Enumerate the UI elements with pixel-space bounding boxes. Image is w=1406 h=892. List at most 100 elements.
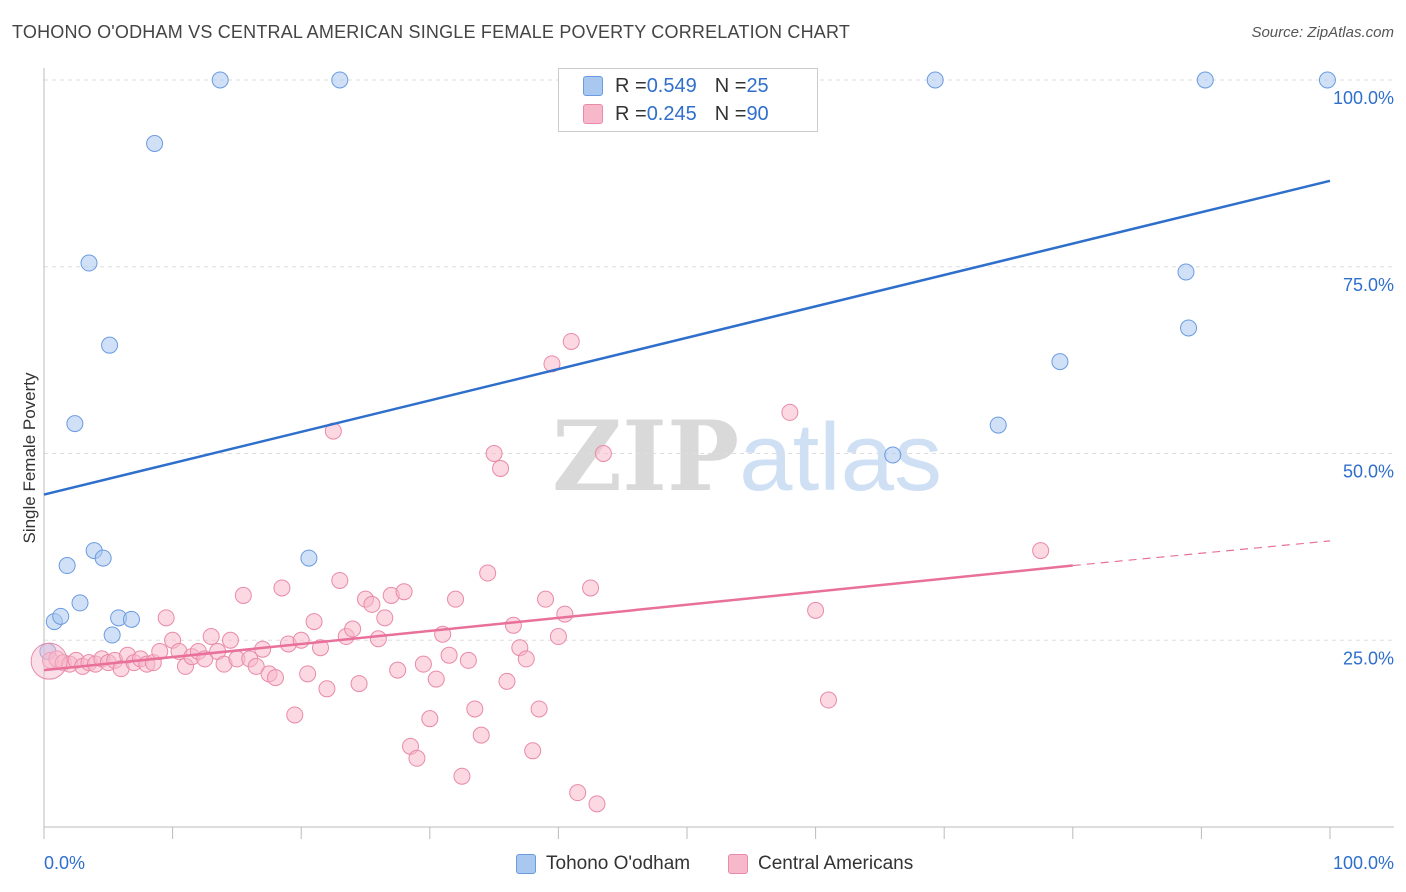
central-point xyxy=(472,726,490,744)
tohono-point xyxy=(103,626,121,644)
tohono-point xyxy=(146,134,164,152)
central-point xyxy=(331,571,349,589)
legend-item-central: Central Americans xyxy=(728,852,913,876)
tohono-point xyxy=(94,549,112,567)
central-point xyxy=(30,642,68,680)
n-label: N = xyxy=(714,74,747,97)
central-point xyxy=(427,670,445,688)
central-point xyxy=(819,691,837,709)
central-point xyxy=(292,631,310,649)
central-point xyxy=(369,630,387,648)
tohono-point xyxy=(71,594,89,612)
stats-legend: R = 0.549 N = 25 R = 0.245 N = 90 xyxy=(558,68,818,132)
tohono-point xyxy=(1051,353,1069,371)
tohono-point xyxy=(331,71,349,89)
chart-title: TOHONO O'ODHAM VS CENTRAL AMERICAN SINGL… xyxy=(12,22,851,42)
tohono-point xyxy=(211,71,229,89)
central-point xyxy=(504,616,522,634)
central-point xyxy=(440,646,458,664)
tohono-point xyxy=(66,415,84,433)
central-point xyxy=(414,655,432,673)
central-point xyxy=(389,661,407,679)
y-tick-label: 100.0% xyxy=(1333,88,1394,108)
tohono-point xyxy=(1196,71,1214,89)
legend-tohono-label: Tohono O'odham xyxy=(546,853,691,874)
stats-legend-row-central: R = 0.245 N = 90 xyxy=(583,101,769,127)
tohono-point xyxy=(1177,263,1195,281)
central-point xyxy=(569,784,587,802)
n-value: 25 xyxy=(746,74,769,97)
tohono-point xyxy=(101,336,119,354)
legend-tohono-swatch xyxy=(516,854,536,874)
central-point xyxy=(524,742,542,760)
central-point xyxy=(234,586,252,604)
central-point xyxy=(459,651,477,669)
tohono-point xyxy=(52,607,70,625)
tohono-point xyxy=(884,446,902,464)
tohono-point xyxy=(926,71,944,89)
central-point xyxy=(479,564,497,582)
central-point xyxy=(447,590,465,608)
central-point xyxy=(376,609,394,627)
central-point xyxy=(562,332,580,350)
central-point xyxy=(498,672,516,690)
tohono-point xyxy=(122,610,140,628)
legend-central-label: Central Americans xyxy=(758,853,914,874)
y-tick-label: 25.0% xyxy=(1343,648,1394,668)
central-point xyxy=(363,595,381,613)
r-label: R = xyxy=(615,102,647,125)
legend-central-swatch xyxy=(728,854,748,874)
central-trend-extension xyxy=(1072,540,1331,567)
tohono-point xyxy=(80,254,98,272)
central-point xyxy=(549,628,567,646)
tohono-point xyxy=(1180,319,1198,337)
legend-item-tohono: Tohono O'odham xyxy=(516,852,690,876)
central-point xyxy=(344,620,362,638)
r-value: 0.245 xyxy=(646,102,697,125)
central-point xyxy=(453,767,471,785)
central-point xyxy=(594,445,612,462)
central-point xyxy=(517,650,535,668)
tohono-trend-line xyxy=(43,179,1331,496)
central-point xyxy=(266,669,284,687)
tohono-point xyxy=(989,416,1007,434)
central-point xyxy=(530,700,548,718)
central-point xyxy=(807,601,825,619)
r-value: 0.549 xyxy=(646,74,697,97)
central-point xyxy=(299,665,317,683)
central-point xyxy=(1032,542,1050,560)
central-point xyxy=(588,795,606,813)
y-tick-label: 50.0% xyxy=(1343,462,1394,482)
central-point xyxy=(318,680,336,698)
central-point xyxy=(537,590,555,608)
y-tick-label: 75.0% xyxy=(1343,275,1394,295)
central-swatch xyxy=(583,104,603,124)
x-tick-label: 100.0% xyxy=(1333,853,1394,873)
tohono-point xyxy=(58,557,76,575)
central-point xyxy=(286,706,304,724)
central-point xyxy=(582,579,600,597)
x-tick-label: 0.0% xyxy=(44,853,85,873)
central-point xyxy=(395,583,413,601)
central-point xyxy=(247,657,265,675)
central-point xyxy=(157,609,175,627)
stats-legend-row-tohono: R = 0.549 N = 25 xyxy=(583,73,769,99)
central-point xyxy=(311,639,329,657)
central-point xyxy=(305,613,323,631)
n-label: N = xyxy=(714,102,747,125)
central-point xyxy=(408,749,426,767)
central-trend-line xyxy=(43,564,1073,672)
central-point xyxy=(781,403,799,421)
tohono-swatch xyxy=(583,76,603,96)
n-value: 90 xyxy=(746,102,769,125)
central-point xyxy=(202,628,220,646)
central-point xyxy=(221,631,239,649)
central-point xyxy=(492,459,510,477)
central-point xyxy=(556,605,574,623)
central-point xyxy=(485,445,503,462)
r-label: R = xyxy=(615,74,647,97)
tohono-point xyxy=(1318,71,1336,89)
central-point xyxy=(350,675,368,693)
central-point xyxy=(466,700,484,718)
